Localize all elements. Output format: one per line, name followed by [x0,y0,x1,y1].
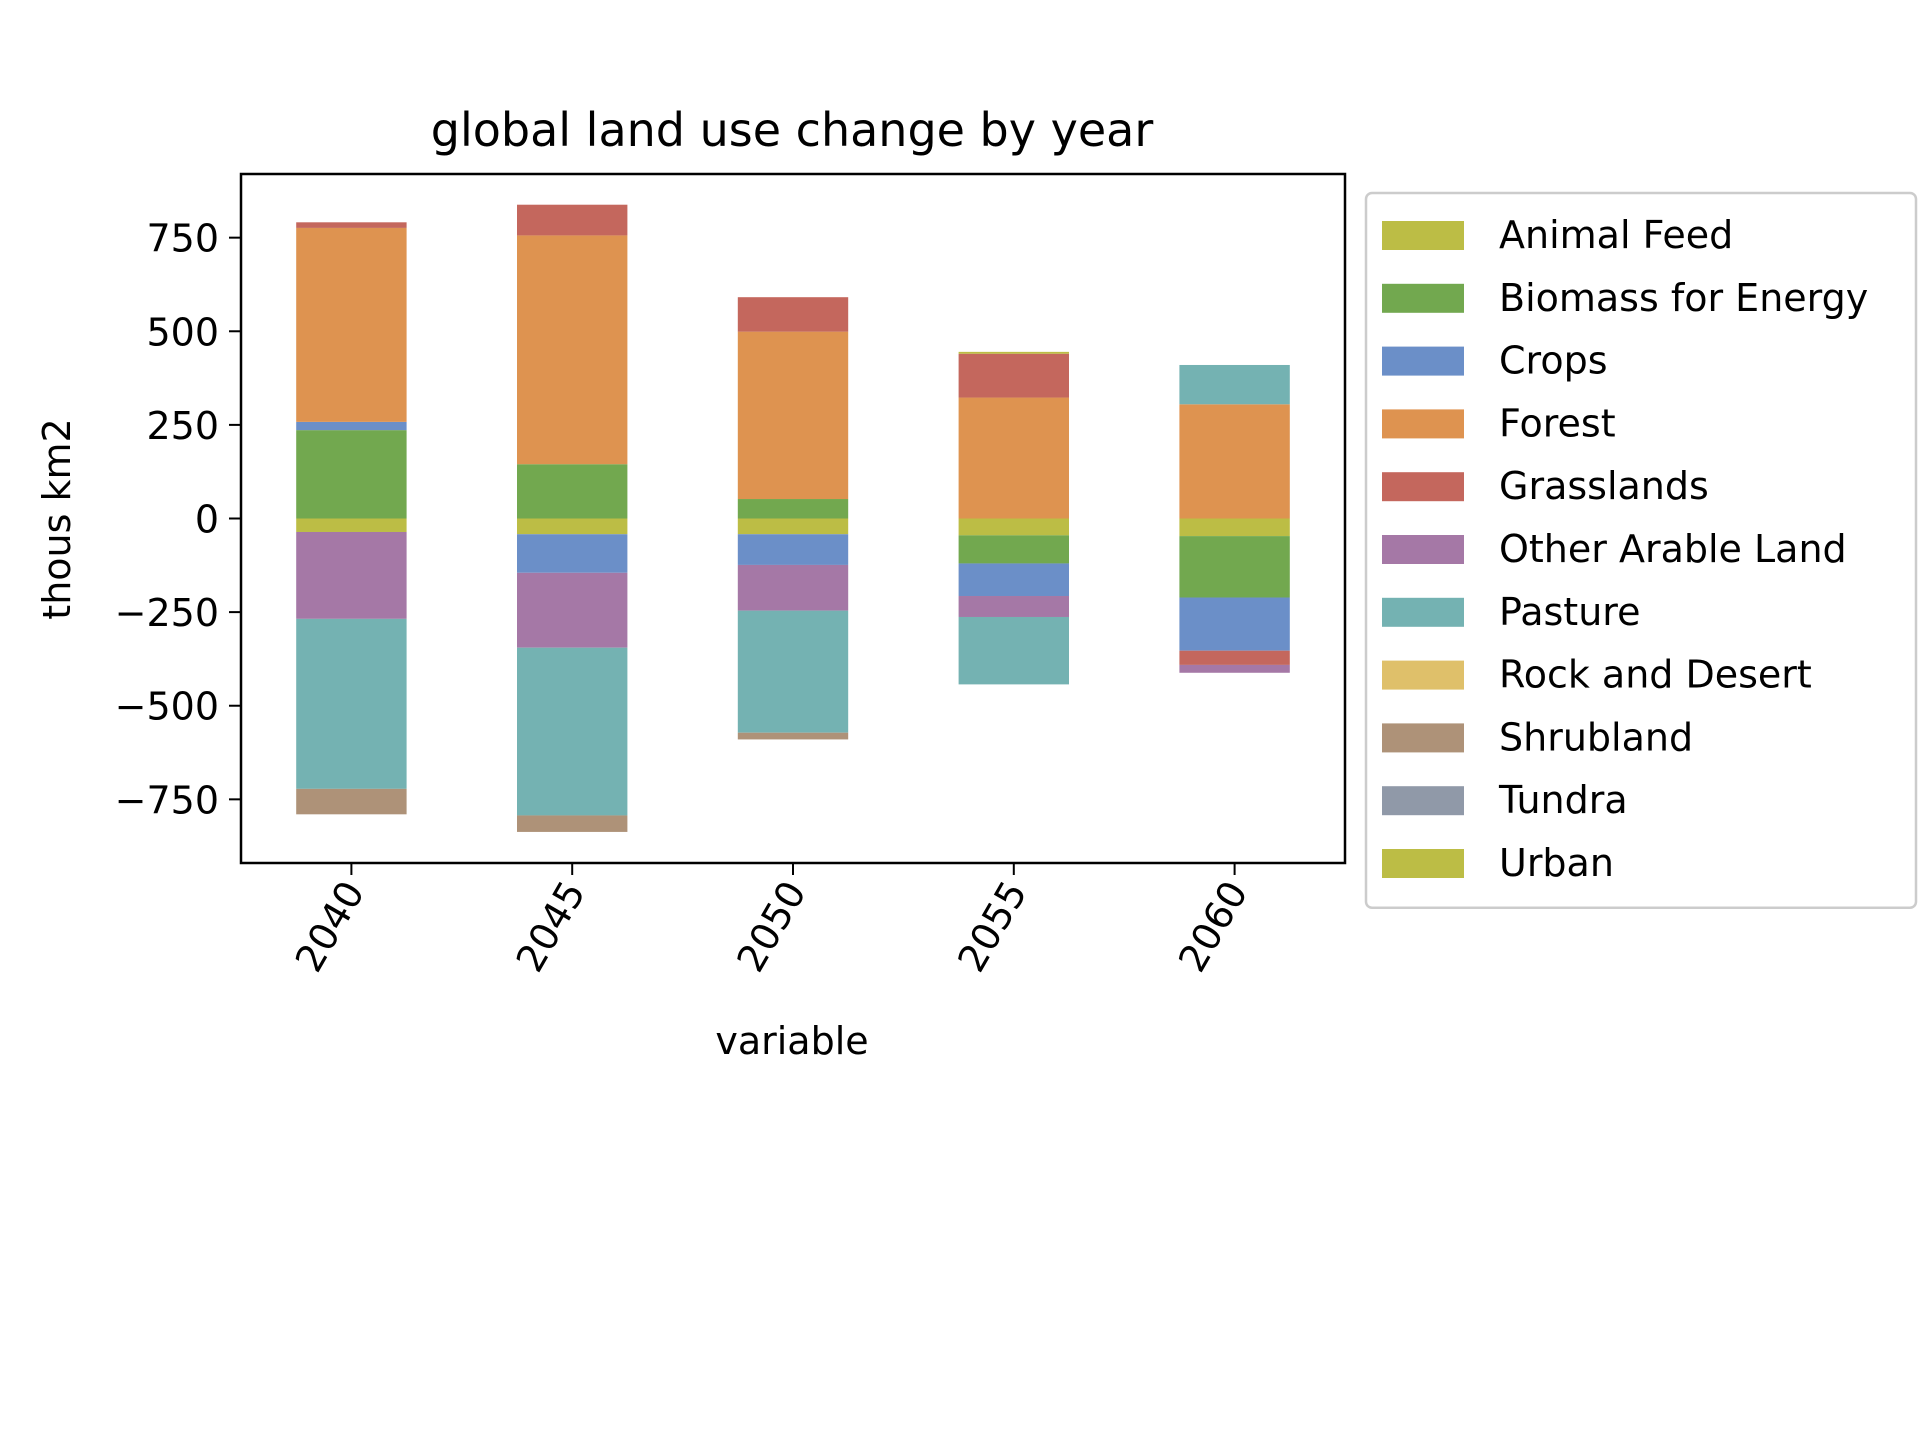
legend-label: Urban [1499,841,1614,885]
bar-shrubland-2040 [296,788,407,815]
bar-crops-2060 [1179,597,1290,651]
bar-animal-feed-2060 [1179,518,1290,537]
legend-label: Pasture [1499,590,1640,634]
bar-shrubland-2045 [517,815,628,832]
bars-layer [296,204,1290,832]
bar-grasslands-2055 [958,353,1069,398]
legend-swatch [1382,723,1464,753]
x-axis: 2040 2045 2050 2055 2060 [287,863,1256,980]
legend-label: Rock and Desert [1499,653,1812,697]
y-axis: −750 −500 −250 0 250 500 750 [115,217,241,822]
x-tick-label: 2050 [728,874,814,980]
legend-label: Biomass for Energy [1499,276,1868,320]
bar-biomass-for-energy-2040 [296,430,407,519]
bar-animal-feed-2040 [296,518,407,532]
bar-forest-2040 [296,227,407,422]
bar-forest-2060 [1179,404,1290,519]
bar-other-arable-land-2040 [296,531,407,619]
y-tick-label: 0 [195,498,219,542]
bar-forest-2055 [958,397,1069,519]
bar-animal-feed-2050 [737,518,849,535]
bar-grasslands-2040 [296,222,407,228]
bar-grasslands-2060 [1179,650,1290,665]
bar-forest-2050 [737,331,849,500]
x-tick-label: 2055 [949,874,1035,980]
bar-biomass-for-energy-2050 [737,499,849,519]
legend-label: Shrubland [1499,715,1693,759]
bar-pasture-2040 [296,618,407,789]
legend-swatch [1382,221,1464,250]
y-tick-label: −500 [115,685,219,729]
x-tick-label: 2040 [287,874,373,980]
bar-pasture-2050 [737,610,849,733]
y-tick-label: 750 [146,217,219,261]
bar-other-arable-land-2050 [737,564,849,611]
bar-grasslands-2050 [737,297,849,332]
legend-swatch [1382,849,1464,878]
bar-animal-feed-2055 [958,518,1069,536]
legend-swatch [1382,409,1464,439]
legend-label: Tundra [1498,778,1628,822]
legend-label: Grasslands [1499,464,1709,508]
y-tick-label: −750 [115,778,219,822]
legend-swatch [1382,472,1464,502]
y-axis-label: thous km2 [35,418,79,619]
bar-biomass-for-energy-2060 [1179,536,1290,598]
legend-swatch [1382,346,1464,376]
bar-shrubland-2050 [737,732,849,740]
x-tick-label: 2060 [1170,874,1256,980]
y-tick-label: −250 [115,591,219,635]
x-tick-label: 2045 [508,874,594,980]
bar-animal-feed-2045 [517,518,628,535]
bar-crops-2055 [958,563,1069,597]
bar-biomass-for-energy-2055 [958,535,1069,564]
bar-crops-2045 [517,534,628,573]
legend-label: Other Arable Land [1499,527,1847,571]
legend-swatch [1382,660,1464,690]
y-tick-label: 500 [146,310,219,354]
bar-other-arable-land-2055 [958,596,1069,617]
bar-pasture-2055 [958,616,1069,685]
bar-crops-2040 [296,421,407,431]
legend-label: Animal Feed [1499,213,1733,257]
legend-box [1364,191,1918,910]
legend: Animal Feed Biomass for Energy Crops Forest… [1364,191,1918,910]
legend-swatch [1382,597,1464,627]
chart-title: global land use change by year [431,103,1154,157]
legend-label: Crops [1499,339,1608,383]
x-axis-label: variable [715,1019,868,1063]
bar-pasture-2060 [1179,364,1290,405]
bar-pasture-2045 [517,647,628,816]
bar-other-arable-land-2060 [1179,664,1290,673]
legend-swatch [1382,786,1464,816]
bar-biomass-for-energy-2045 [517,464,628,519]
bar-crops-2050 [737,534,849,565]
legend-label: Forest [1499,401,1616,445]
bar-urban-2055 [958,351,1069,354]
legend-swatch [1382,535,1464,564]
bar-other-arable-land-2045 [517,572,628,648]
y-tick-label: 250 [146,404,219,448]
bar-grasslands-2045 [517,204,628,236]
bar-forest-2045 [517,235,628,465]
legend-swatch [1382,283,1464,313]
